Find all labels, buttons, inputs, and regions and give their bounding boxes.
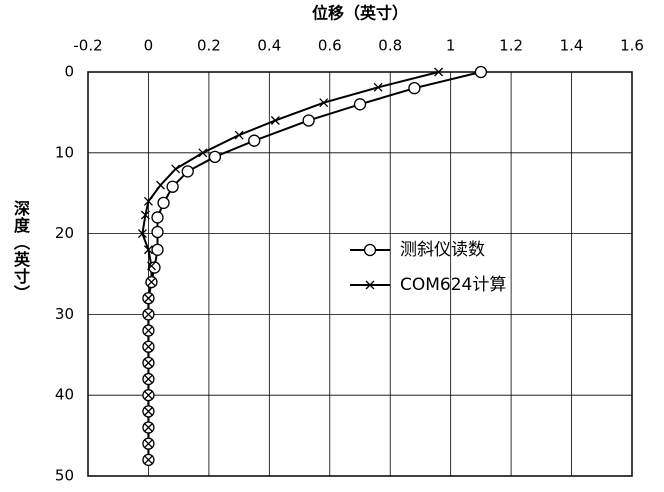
marker-cross <box>143 196 153 206</box>
marker-cross <box>143 245 153 255</box>
x-tick-label: 1.6 <box>620 37 644 55</box>
marker-circle <box>157 196 170 210</box>
x-axis-title: 位移（英寸） <box>312 4 408 23</box>
y-axis-title: 深度（英寸） <box>11 200 30 302</box>
marker-cross <box>434 67 444 77</box>
x-tick-label: 0.2 <box>197 37 221 55</box>
x-tick-label: 1 <box>446 37 456 55</box>
marker-circle <box>151 211 164 224</box>
marker-cross <box>143 423 153 432</box>
x-tick-label: 0.8 <box>378 37 402 55</box>
x-tick-label: 0 <box>144 37 154 55</box>
marker-cross <box>147 261 156 271</box>
marker-circle <box>363 243 377 257</box>
marker-cross <box>143 374 153 384</box>
marker-cross <box>198 148 208 158</box>
y-tick-label: 0 <box>64 63 74 81</box>
legend-label: COM624计算 <box>400 275 506 295</box>
x-tick-label: 1.4 <box>560 37 584 55</box>
y-tick-label: 50 <box>55 467 74 485</box>
marker-cross <box>234 130 244 140</box>
marker-cross <box>270 116 280 125</box>
marker-circle <box>353 98 367 111</box>
marker-circle <box>408 82 421 95</box>
marker-circle <box>248 134 261 147</box>
legend-label: 测斜仪读数 <box>400 240 485 260</box>
marker-cross <box>143 406 153 416</box>
marker-cross <box>171 164 181 174</box>
x-tick-label: 1.2 <box>499 37 523 55</box>
y-tick-label: 30 <box>55 305 74 323</box>
x-tick-label: -0.2 <box>73 37 102 55</box>
marker-circle <box>302 114 315 127</box>
series-line <box>147 71 482 460</box>
x-tick-label: 0.4 <box>257 37 281 55</box>
marker-cross <box>143 293 153 303</box>
marker-circle <box>151 243 164 256</box>
marker-cross <box>143 455 153 465</box>
marker-circle <box>208 150 222 163</box>
marker-circle <box>151 225 164 239</box>
x-tick-label: 0.6 <box>318 37 342 55</box>
series-line <box>141 71 439 460</box>
y-tick-label: 40 <box>55 386 74 404</box>
marker-cross <box>143 326 153 336</box>
plot-frame <box>87 71 633 477</box>
marker-cross <box>143 390 153 400</box>
marker-cross <box>319 98 329 108</box>
marker-cross <box>373 82 383 92</box>
marker-cross <box>143 342 153 352</box>
marker-cross <box>143 439 153 449</box>
marker-circle <box>181 165 194 178</box>
marker-cross <box>156 180 165 190</box>
marker-cross <box>143 358 153 368</box>
y-tick-label: 10 <box>55 143 74 161</box>
marker-cross <box>143 309 153 319</box>
y-tick-label: 20 <box>55 224 74 242</box>
marker-circle <box>474 65 488 79</box>
marker-circle <box>166 180 179 193</box>
marker-cross <box>140 210 150 220</box>
marker-cross <box>147 277 156 287</box>
marker-cross <box>365 280 375 290</box>
marker-cross <box>137 229 147 239</box>
